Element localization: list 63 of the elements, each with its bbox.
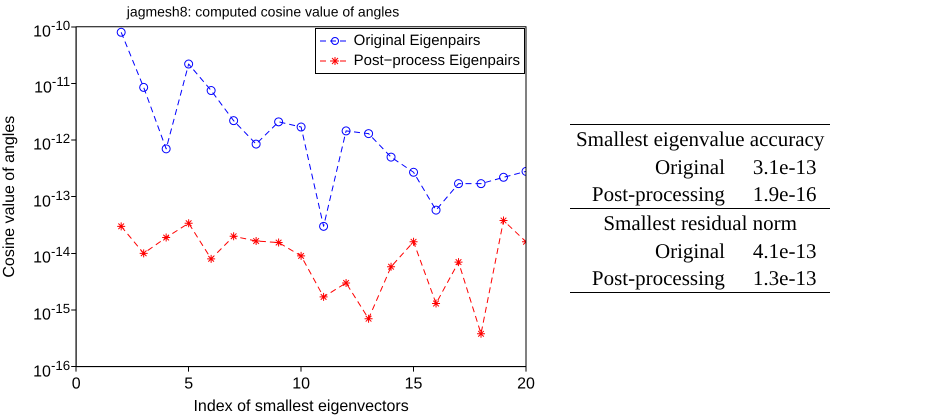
point (162, 233, 171, 242)
point (499, 216, 508, 225)
point (206, 254, 216, 264)
point (274, 117, 284, 126)
y-tick-label: 10$^{-15}$ (33, 300, 70, 326)
point (139, 82, 148, 92)
text: Smallest eigenvalue accuracy (575, 126, 826, 152)
y-axis-title: Cosine value of angles (1, 116, 18, 278)
x-tick-label: 0 (72, 376, 81, 393)
text: Post-processing (590, 264, 726, 292)
point (409, 237, 418, 246)
point (432, 206, 441, 215)
x-tick-label: 20 (517, 376, 535, 393)
text: 3.1e-13 (752, 154, 818, 180)
y-tick-label: 10$^{-13}$ (33, 186, 70, 212)
text: 4.1e-13 (752, 238, 818, 264)
text: 1.9e-16 (752, 180, 818, 208)
point (162, 144, 171, 154)
point (139, 248, 148, 258)
text: 1.3e-13 (752, 264, 818, 292)
point (342, 278, 351, 288)
point (476, 329, 486, 338)
point (342, 126, 351, 136)
chart-title: jagmesh8: computed cosine value of angles (126, 3, 400, 20)
point (184, 218, 194, 228)
point (252, 236, 261, 246)
y-tick-label: 10$^{-14}$ (33, 243, 70, 269)
point (454, 179, 464, 188)
x-tick-label: 5 (184, 376, 194, 393)
text: Original (654, 154, 726, 180)
y-tick-label: 10$^{-10}$ (33, 16, 70, 42)
point (409, 168, 418, 177)
point (499, 172, 508, 182)
x-tick-label: 10 (292, 376, 310, 393)
point (364, 129, 374, 138)
point (296, 122, 306, 132)
text: Smallest residual norm (570, 208, 830, 238)
point (432, 299, 441, 308)
point (364, 314, 374, 324)
x-tick-label: 15 (404, 376, 423, 393)
text: Post-processing (590, 180, 726, 208)
x-axis-title: Index of smallest eigenvectors (193, 398, 409, 415)
point (386, 152, 396, 162)
point (229, 232, 238, 241)
point (206, 86, 216, 96)
point (116, 222, 126, 231)
point (319, 222, 328, 231)
point (296, 251, 306, 260)
point (319, 292, 328, 302)
point (252, 140, 261, 149)
y-tick-label: 10$^{-11}$ (34, 73, 70, 99)
y-tick-label: 10$^{-12}$ (33, 130, 70, 156)
legend-label: Post−process Eigenpairs (352, 50, 520, 71)
point (229, 116, 238, 126)
point (454, 258, 464, 267)
point (274, 238, 284, 248)
point (386, 262, 396, 272)
y-tick-label: 10$^{-16}$ (33, 356, 70, 382)
point (116, 28, 126, 37)
legend-label: Original Eigenpairs (352, 30, 482, 51)
text: Original (654, 238, 726, 264)
point (184, 60, 194, 69)
point (476, 179, 486, 188)
